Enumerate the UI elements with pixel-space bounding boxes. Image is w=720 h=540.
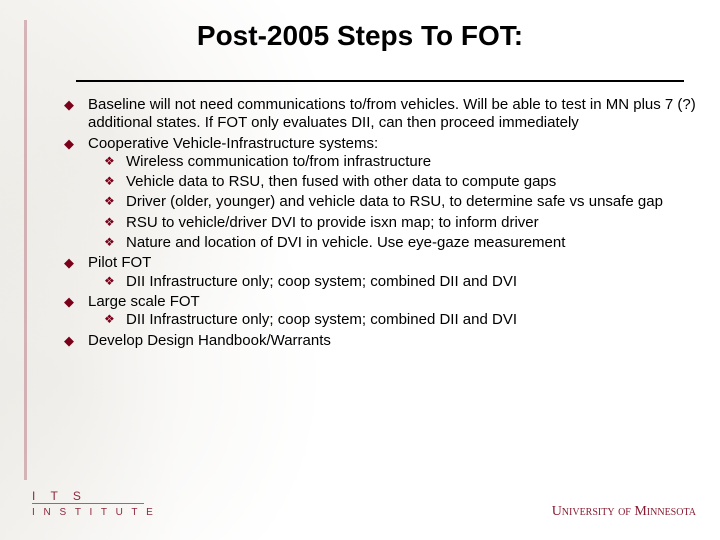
bullet-text: Driver (older, younger) and vehicle data… bbox=[126, 193, 663, 210]
bullet-text: Pilot FOT bbox=[88, 254, 151, 271]
slide-body: Baseline will not need communications to… bbox=[60, 96, 702, 352]
bullet-text: Develop Design Handbook/Warrants bbox=[88, 332, 331, 349]
slide: Post-2005 Steps To FOT: Baseline will no… bbox=[0, 0, 720, 540]
bullet-text: Nature and location of DVI in vehicle. U… bbox=[126, 234, 565, 251]
sub-list: DII Infrastructure only; coop system; co… bbox=[88, 311, 702, 329]
list-item: Large scale FOT DII Infrastructure only;… bbox=[60, 293, 702, 330]
bullet-text: Wireless communication to/from infrastru… bbox=[126, 153, 431, 170]
footer-institute: I N S T I T U T E bbox=[32, 507, 156, 518]
list-item: Vehicle data to RSU, then fused with oth… bbox=[102, 173, 702, 191]
footer-university: University of Minnesota bbox=[552, 504, 696, 519]
bullet-text: RSU to vehicle/driver DVI to provide isx… bbox=[126, 214, 539, 231]
list-item: DII Infrastructure only; coop system; co… bbox=[102, 273, 702, 291]
title-underline bbox=[76, 80, 684, 82]
list-item: Develop Design Handbook/Warrants bbox=[60, 332, 702, 350]
footer-left-logo: I T S I N S T I T U T E bbox=[32, 489, 156, 518]
bullet-text: Large scale FOT bbox=[88, 293, 200, 310]
footer-its: I T S bbox=[32, 489, 87, 503]
list-item: DII Infrastructure only; coop system; co… bbox=[102, 311, 702, 329]
left-vertical-rule bbox=[24, 20, 27, 480]
bullet-text: Baseline will not need communications to… bbox=[88, 96, 696, 131]
list-item: RSU to vehicle/driver DVI to provide isx… bbox=[102, 214, 702, 232]
bullet-list: Baseline will not need communications to… bbox=[60, 96, 702, 350]
sub-list: Wireless communication to/from infrastru… bbox=[88, 153, 702, 252]
list-item: Pilot FOT DII Infrastructure only; coop … bbox=[60, 254, 702, 291]
slide-title: Post-2005 Steps To FOT: bbox=[0, 20, 720, 52]
sub-list: DII Infrastructure only; coop system; co… bbox=[88, 273, 702, 291]
bullet-text: Vehicle data to RSU, then fused with oth… bbox=[126, 173, 556, 190]
footer-right-wordmark: University of Minnesota bbox=[552, 504, 696, 520]
bullet-text: DII Infrastructure only; coop system; co… bbox=[126, 311, 517, 328]
bullet-text: Cooperative Vehicle-Infrastructure syste… bbox=[88, 135, 378, 152]
list-item: Wireless communication to/from infrastru… bbox=[102, 153, 702, 171]
list-item: Nature and location of DVI in vehicle. U… bbox=[102, 234, 702, 252]
list-item: Driver (older, younger) and vehicle data… bbox=[102, 193, 702, 211]
list-item: Baseline will not need communications to… bbox=[60, 96, 702, 133]
footer-rule bbox=[32, 503, 144, 504]
list-item: Cooperative Vehicle-Infrastructure syste… bbox=[60, 135, 702, 253]
bullet-text: DII Infrastructure only; coop system; co… bbox=[126, 273, 517, 290]
